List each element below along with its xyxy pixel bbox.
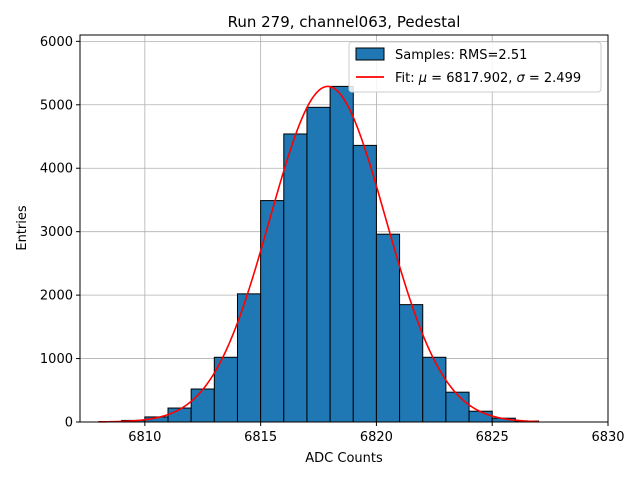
y-axis-label: Entries — [15, 205, 30, 251]
legend-fit-part: = 6817.902, — [427, 71, 516, 86]
histogram-bar — [352, 144, 377, 423]
histogram-bar — [468, 410, 493, 423]
x-tick-label: 6825 — [476, 430, 509, 445]
legend-box — [348, 41, 602, 93]
histogram-bar — [283, 133, 308, 423]
plot-frame — [79, 34, 609, 423]
y-tick-label: 6000 — [40, 35, 73, 50]
y-tick-label: 1000 — [40, 352, 73, 367]
histogram-bar — [375, 233, 401, 423]
legend-fit-part: Fit: — [395, 71, 419, 86]
axis-ticks: 6810 6815 6820 6825 6830 0 1000 2000 3000 4000 500… — [40, 35, 625, 445]
legend: Samples: RMS=2.51 Fit: μ = 6817.902, σ =… — [348, 41, 602, 93]
histogram-bar — [445, 391, 470, 423]
x-tick-label: 6820 — [360, 430, 393, 445]
legend-swatch-samples — [355, 47, 385, 61]
x-axis-label: ADC Counts — [305, 451, 383, 466]
y-tick-label: 3000 — [40, 225, 73, 240]
histogram-bar — [190, 388, 215, 423]
legend-fit-part: = 2.499 — [525, 71, 581, 86]
histogram-bar — [422, 356, 447, 423]
y-tick-label: 0 — [65, 416, 73, 431]
histogram-bar — [306, 106, 331, 423]
y-tick-label: 2000 — [40, 289, 73, 304]
y-tick-label: 4000 — [40, 162, 73, 177]
x-tick-label: 6830 — [591, 430, 624, 445]
chart-title: Run 279, channel063, Pedestal — [228, 13, 461, 31]
y-tick-label: 5000 — [40, 98, 73, 113]
histogram-bar — [329, 85, 354, 423]
legend-label-fit: Fit: μ = 6817.902, σ = 2.499 — [395, 71, 581, 86]
fit-curve — [98, 85, 539, 423]
x-tick-label: 6810 — [128, 430, 161, 445]
x-tick-label: 6815 — [244, 430, 277, 445]
histogram-bar — [399, 304, 424, 423]
histogram-bar — [260, 200, 285, 423]
legend-fit-sigma-symbol: σ — [517, 71, 526, 86]
legend-label-samples: Samples: RMS=2.51 — [395, 48, 527, 63]
legend-fit-mu-symbol: μ — [418, 71, 427, 86]
